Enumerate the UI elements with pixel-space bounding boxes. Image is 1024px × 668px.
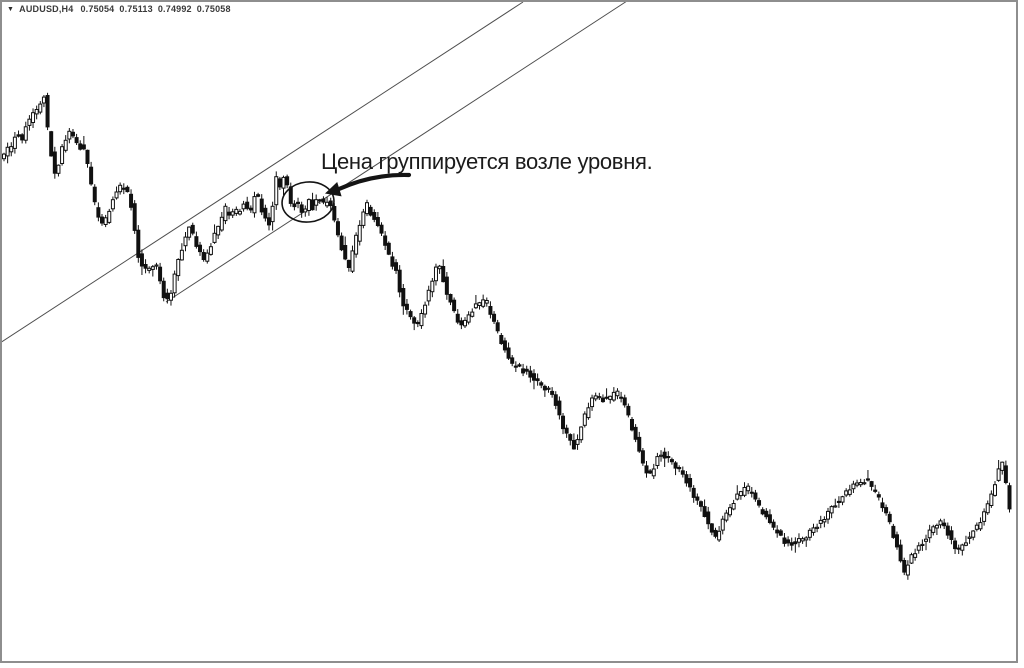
channel-line-upper[interactable] (0, 1, 524, 344)
arrow-annotation-head[interactable] (325, 182, 342, 197)
annotation-text: Цена группируется возле уровня. (321, 149, 653, 174)
ohlc-low-value: 0.74992 (157, 4, 192, 14)
arrow-annotation-line[interactable] (336, 172, 412, 192)
chart-ohlc-header: ▼ AUDUSD,H4 0.75054 0.75113 0.74992 0.75058 (7, 4, 236, 14)
symbol-dropdown-icon[interactable]: ▼ (7, 6, 15, 13)
channel-line-lower[interactable] (165, 0, 628, 303)
ohlc-close-value: 0.75058 (196, 4, 231, 14)
candles (2, 92, 1012, 580)
symbol-period-label: AUDUSD,H4 (19, 4, 74, 14)
ohlc-high-value: 0.75113 (119, 4, 153, 14)
ellipse-annotation[interactable] (280, 179, 336, 224)
ohlc-open-value: 0.75054 (80, 4, 115, 14)
